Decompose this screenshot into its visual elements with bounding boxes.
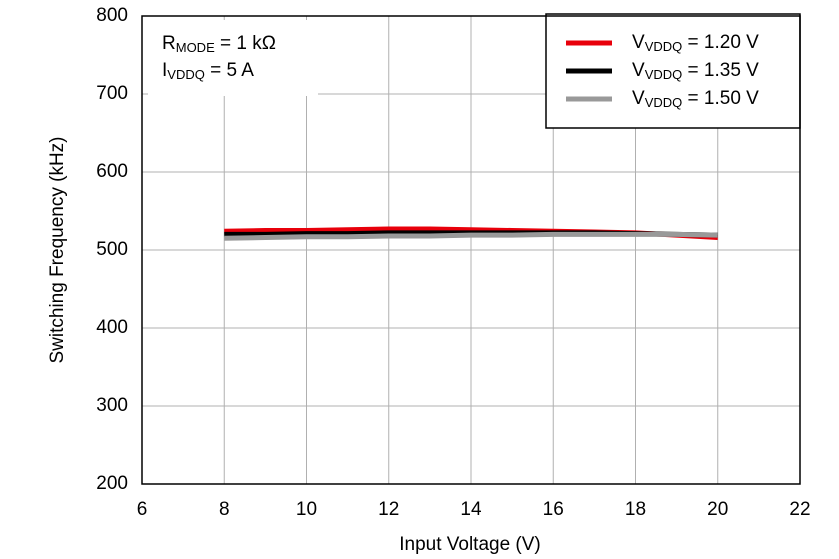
x-tick-label: 22	[789, 499, 810, 520]
y-tick-label: 400	[96, 317, 128, 338]
legend-label-part: = 1.35 V	[682, 60, 759, 81]
x-tick-label: 16	[543, 499, 564, 520]
series-line	[224, 231, 718, 241]
y-axis-label: Switching Frequency (kHz)	[47, 136, 68, 363]
legend-label-part: VDDQ	[645, 67, 683, 82]
legend-label-part: V	[632, 60, 645, 81]
plot-border	[141, 15, 801, 485]
annotation-part: I	[162, 60, 167, 81]
legend-label: VVDDQ = 1.35 V	[632, 60, 759, 82]
x-tick-label: 12	[378, 499, 399, 520]
legend-label-part: VDDQ	[645, 95, 683, 110]
legend-label: VVDDQ = 1.20 V	[632, 32, 759, 54]
legend-label-part: V	[632, 88, 645, 109]
annotation: RMODE = 1 kΩ	[162, 33, 276, 55]
legend-label-part: = 1.20 V	[682, 32, 759, 53]
annotation-part: = 1 kΩ	[215, 33, 276, 54]
y-tick-label: 300	[96, 395, 128, 416]
legend-label-part: = 1.50 V	[682, 88, 759, 109]
legend-label-part: VDDQ	[645, 39, 683, 54]
x-tick-label: 18	[625, 499, 646, 520]
x-tick-label: 8	[219, 499, 230, 520]
y-tick-label: 200	[96, 473, 128, 494]
y-tick-label: 500	[96, 239, 128, 260]
annotation-box	[148, 20, 318, 96]
annotation-part: R	[162, 33, 176, 54]
annotation-part: VDDQ	[167, 67, 205, 82]
annotation: IVDDQ = 5 A	[162, 60, 254, 82]
legend-label: VVDDQ = 1.50 V	[632, 88, 759, 110]
legend-label-part: V	[632, 32, 645, 53]
y-tick-label: 700	[96, 83, 128, 104]
x-tick-label: 14	[460, 499, 482, 520]
x-axis-label: Input Voltage (V)	[399, 534, 541, 555]
y-tick-label: 800	[96, 5, 128, 26]
y-tick-label: 600	[96, 161, 128, 182]
annotation-part: MODE	[176, 40, 215, 55]
x-tick-label: 10	[296, 499, 317, 520]
x-tick-label: 6	[137, 499, 148, 520]
x-tick-label: 20	[707, 499, 728, 520]
annotation-part: = 5 A	[205, 60, 254, 81]
